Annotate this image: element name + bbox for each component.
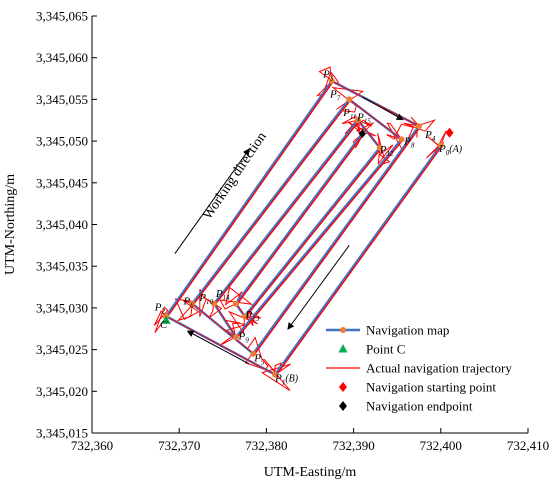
actual-trajectory-overlay	[166, 81, 443, 376]
navigation-map-point	[328, 78, 335, 85]
working-direction-arrow	[174, 148, 250, 254]
navigation-end-marker	[358, 129, 366, 139]
waypoint-label: P3	[322, 69, 334, 83]
trajectory-turn-loop	[174, 298, 200, 322]
navigation-map-point	[211, 300, 218, 307]
y-tick-label: 3,345,055	[36, 92, 88, 107]
x-ticks: 732,360 732,370 732,380 732,390 732,400 732,4…	[71, 428, 549, 453]
y-tick-label: 3,345,060	[36, 50, 88, 65]
navigation-map-point	[354, 117, 361, 124]
legend-swatch	[338, 344, 348, 353]
y-tick-label: 3,345,025	[36, 342, 88, 357]
legend-item: Actual navigation trajectory	[326, 361, 512, 376]
navigation-map-point	[416, 123, 422, 130]
trajectory-turn-loop	[386, 122, 414, 152]
legend: Navigation map Point C Actual navigation t…	[326, 323, 512, 414]
trajectory-turn-loop	[199, 288, 223, 319]
navigation-map-point	[272, 371, 279, 378]
waypoint-label: P13	[244, 309, 259, 323]
waypoint-label: C	[160, 319, 168, 331]
waypoint-label: P7	[329, 89, 341, 103]
navigation-map-point	[250, 350, 257, 357]
waypoint-label: P15	[356, 111, 371, 125]
x-tick-label: 732,390	[332, 438, 374, 453]
waypoint-label: P14	[215, 288, 230, 302]
navigation-map-point	[241, 313, 248, 320]
x-tick-label: 732,410	[507, 438, 549, 453]
legend-label: Navigation map	[366, 323, 449, 338]
legend-swatch-marker	[340, 327, 346, 333]
x-tick-label: 732,360	[71, 438, 113, 453]
navigation-start-marker	[445, 127, 454, 138]
y-tick-label: 3,345,035	[36, 259, 88, 274]
waypoint-label: P1(B)	[274, 372, 299, 386]
y-tick-label: 3,345,030	[36, 300, 88, 315]
legend-label: Navigation endpoint	[366, 399, 473, 414]
legend-item: Navigation endpoint	[339, 399, 473, 414]
navigation-map-point	[398, 136, 405, 143]
point-c-marker	[161, 315, 171, 324]
y-axis-title: UTM-Northing/m	[3, 174, 18, 275]
legend-swatch	[339, 382, 347, 392]
x-tick-label: 732,370	[158, 438, 200, 453]
legend-label: Actual navigation trajectory	[366, 361, 512, 376]
waypoint-label: P11	[342, 107, 356, 121]
point-labels-layer: P1(B) P2 P3 P4 P5 P6 P7 P8 P9 P10 P11 P12 P13 P14 P15 P…	[154, 69, 463, 387]
y-tick-label: 3,345,050	[36, 134, 88, 149]
legend-item: Point C	[338, 342, 405, 357]
legend-swatch	[339, 401, 347, 411]
waypoint-label: P12	[379, 144, 394, 158]
x-tick-label: 732,380	[245, 438, 287, 453]
trajectory-turn-loop	[377, 133, 394, 166]
top-direction-arrow	[362, 96, 404, 121]
waypoint-label: P10	[198, 292, 213, 306]
y-tick-label: 3,345,065	[36, 9, 88, 24]
waypoint-label: P2	[154, 301, 166, 315]
navigation-map-point	[437, 142, 444, 149]
y-ticks: 3,345,015 3,345,020 3,345,025 3,345,030 3,34…	[36, 9, 97, 441]
right-direction-arrow	[287, 245, 350, 330]
y-tick-label: 3,345,040	[36, 217, 88, 232]
navigation-map-point	[376, 144, 383, 151]
trajectory-turn-loop	[426, 130, 447, 159]
waypoint-label: P8	[403, 135, 415, 149]
legend-item: Navigation map	[326, 323, 449, 338]
trajectory-turn-loop	[315, 66, 342, 97]
point-markers-layer	[161, 127, 454, 324]
navigation-map-point	[346, 96, 353, 103]
waypoint-label: P6	[183, 296, 195, 310]
legend-label: Navigation starting point	[366, 380, 496, 395]
legend-label: Point C	[366, 342, 405, 357]
y-tick-label: 3,345,045	[36, 175, 88, 190]
trajectory-turn-loop	[219, 286, 254, 310]
x-axis-title: UTM-Easting/m	[264, 465, 357, 480]
y-tick-label: 3,345,015	[36, 426, 88, 441]
navigation-map-point	[232, 334, 239, 341]
waypoint-label: P5	[253, 352, 265, 366]
navigation-map-point	[189, 300, 196, 307]
navigation-map-point	[232, 300, 239, 307]
waypoint-label: P4	[424, 129, 436, 143]
legend-item: Navigation starting point	[339, 380, 496, 395]
waypoint-label: P0(A)	[438, 143, 463, 157]
trajectory-turn-loop	[218, 319, 246, 347]
navigation-map-layer	[163, 78, 444, 378]
waypoint-label: P9	[237, 331, 249, 345]
direction-arrows-layer	[174, 96, 404, 365]
axes: 732,360 732,370 732,380 732,390 732,400 732,4…	[36, 9, 549, 454]
bottom-direction-arrow	[186, 330, 250, 365]
y-tick-label: 3,345,020	[36, 384, 88, 399]
working-direction-label: Working direction	[200, 130, 269, 223]
x-tick-label: 732,400	[420, 438, 462, 453]
